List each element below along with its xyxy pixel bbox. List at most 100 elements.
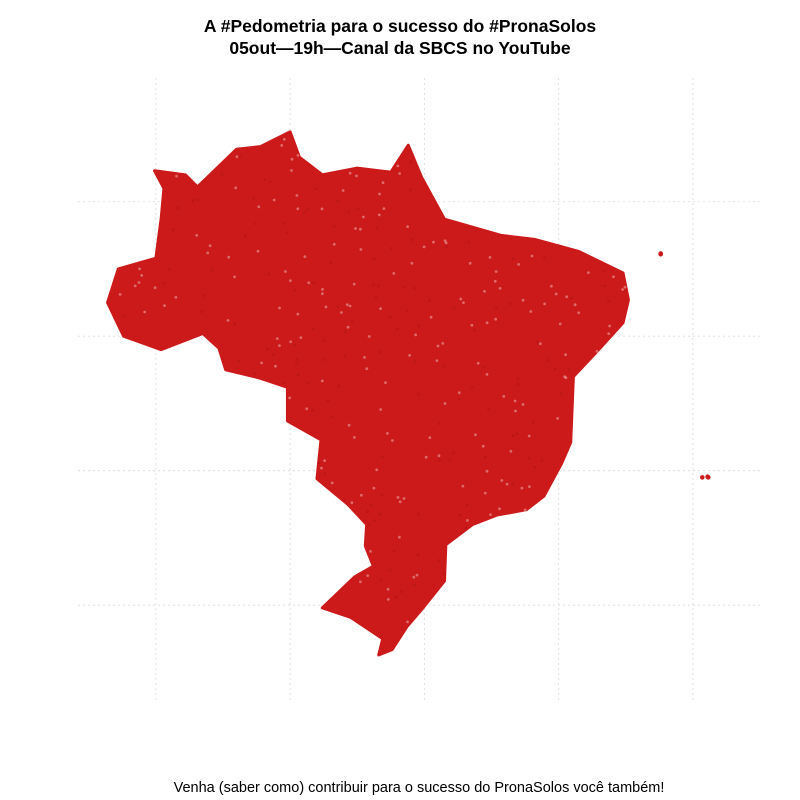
texture-dot xyxy=(359,580,362,584)
texture-dot xyxy=(206,251,210,255)
texture-dot xyxy=(382,207,386,211)
texture-dot xyxy=(275,337,279,340)
texture-dot xyxy=(533,465,537,469)
texture-dot xyxy=(483,491,487,495)
texture-dot xyxy=(509,449,513,453)
texture-dot xyxy=(550,284,553,288)
texture-dot xyxy=(483,290,486,293)
texture-dot xyxy=(429,315,433,319)
texture-dot xyxy=(381,181,385,185)
texture-dot xyxy=(347,423,351,427)
texture-dot xyxy=(295,358,298,361)
texture-dot xyxy=(256,249,260,253)
texture-dot xyxy=(567,368,571,371)
texture-dot xyxy=(267,272,271,276)
chart-title-line-1: A #Pedometria para o sucesso do #PronaSo… xyxy=(203,16,597,36)
texture-dot xyxy=(514,409,517,413)
texture-dot xyxy=(282,138,286,141)
chart-title: A #Pedometria para o sucesso do #PronaSo… xyxy=(0,15,800,59)
texture-dot xyxy=(577,311,581,315)
texture-dot xyxy=(380,494,384,497)
texture-dot xyxy=(384,381,387,384)
texture-dot xyxy=(558,322,562,326)
texture-dot xyxy=(344,330,347,334)
texture-dot xyxy=(133,284,137,288)
texture-dot xyxy=(442,364,446,368)
texture-dot xyxy=(448,458,452,461)
texture-dot xyxy=(356,207,360,211)
texture-dot xyxy=(441,342,445,345)
texture-dot xyxy=(466,519,469,522)
texture-dot xyxy=(234,186,238,190)
texture-dot xyxy=(458,398,461,401)
texture-dot xyxy=(379,408,383,411)
texture-dot xyxy=(607,332,611,335)
texture-dot xyxy=(202,294,205,297)
texture-dot xyxy=(362,215,365,219)
texture-dot xyxy=(603,284,607,288)
texture-dot xyxy=(494,270,498,273)
texture-dot xyxy=(324,305,328,309)
texture-dot xyxy=(386,432,389,435)
texture-dot xyxy=(494,317,498,321)
texture-dot xyxy=(410,261,414,265)
texture-dot xyxy=(500,479,504,482)
texture-dot xyxy=(343,354,347,358)
texture-dot xyxy=(474,433,477,437)
texture-dot xyxy=(398,172,401,175)
texture-dot xyxy=(374,296,378,299)
texture-dot xyxy=(175,206,179,210)
texture-dot xyxy=(367,523,371,527)
texture-dot xyxy=(377,284,380,288)
texture-dot xyxy=(195,234,199,237)
texture-dot xyxy=(296,207,300,211)
texture-dot xyxy=(564,376,568,380)
texture-dot xyxy=(299,336,303,339)
texture-dot xyxy=(378,192,381,196)
texture-dot xyxy=(284,270,287,273)
texture-dot xyxy=(417,393,421,396)
texture-dot xyxy=(543,302,546,306)
texture-dot xyxy=(553,367,557,371)
texture-dot xyxy=(512,434,515,438)
texture-dot xyxy=(443,572,446,575)
texture-dot xyxy=(289,279,292,282)
texture-dot xyxy=(359,248,363,251)
texture-dot xyxy=(191,199,195,203)
texture-dot xyxy=(511,482,515,486)
texture-dot xyxy=(321,288,324,291)
texture-dot xyxy=(498,507,501,511)
texture-dot xyxy=(257,205,261,209)
texture-dot xyxy=(528,485,531,488)
texture-dot xyxy=(409,188,412,192)
texture-dot xyxy=(268,180,272,184)
texture-dot xyxy=(366,574,370,577)
texture-dot xyxy=(375,226,379,229)
texture-dot xyxy=(289,340,293,344)
texture-dot xyxy=(483,365,486,369)
texture-dot xyxy=(336,305,340,309)
texture-dot xyxy=(435,359,439,362)
texture-dot xyxy=(252,196,256,200)
texture-dot xyxy=(402,497,406,500)
texture-dot xyxy=(539,342,542,346)
texture-dot xyxy=(505,482,509,486)
texture-dot xyxy=(346,325,350,329)
texture-dot xyxy=(443,402,447,405)
texture-dot xyxy=(406,309,409,312)
texture-dot xyxy=(436,344,440,348)
texture-dot xyxy=(143,310,147,314)
texture-dot xyxy=(465,503,469,507)
texture-dot xyxy=(200,310,204,314)
texture-dot xyxy=(508,302,512,306)
texture-dot xyxy=(396,164,400,168)
texture-dot xyxy=(350,320,354,324)
texture-dot xyxy=(606,299,610,303)
texture-dot xyxy=(226,319,230,322)
texture-dot xyxy=(595,350,599,353)
texture-dot xyxy=(511,257,515,261)
texture-dot xyxy=(498,287,502,290)
texture-dot xyxy=(363,356,366,359)
texture-dot xyxy=(320,207,324,211)
texture-dot xyxy=(138,267,142,271)
